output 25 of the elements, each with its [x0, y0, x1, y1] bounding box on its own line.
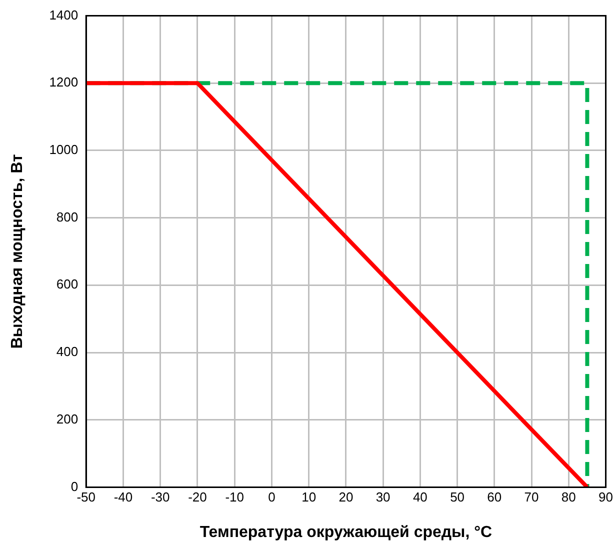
x-tick-label: -30 [150, 490, 170, 505]
x-tick-label: 90 [598, 490, 614, 505]
y-tick-label: 1400 [49, 7, 78, 22]
y-tick-label: 200 [56, 411, 78, 426]
x-axis-title: Температура окружающей среды, °C [200, 524, 492, 541]
x-tick-label: 70 [524, 490, 539, 505]
y-tick-label: 600 [56, 276, 78, 292]
y-tick-label: 1200 [49, 74, 78, 90]
x-tick-label: 50 [450, 490, 465, 505]
x-tick-label: 40 [412, 490, 428, 505]
y-tick-label: 400 [56, 344, 78, 360]
x-tick-label: -50 [76, 490, 96, 505]
x-tick-label: 30 [376, 490, 390, 505]
x-tick-label: 20 [338, 490, 354, 505]
y-tick-label: 800 [56, 209, 78, 224]
x-tick-label: 10 [302, 490, 316, 505]
x-tick-label: -10 [225, 490, 244, 505]
x-tick-label: -40 [114, 490, 133, 505]
x-tick-label: 80 [561, 490, 576, 505]
y-tick-label: 0 [70, 478, 78, 494]
x-tick-label: 0 [268, 490, 276, 505]
x-tick-label: -20 [188, 490, 207, 505]
y-axis-title: Выходная мощность, Вт [9, 154, 26, 349]
x-tick-label: 60 [487, 490, 502, 505]
y-tick-label: 1000 [49, 142, 78, 158]
